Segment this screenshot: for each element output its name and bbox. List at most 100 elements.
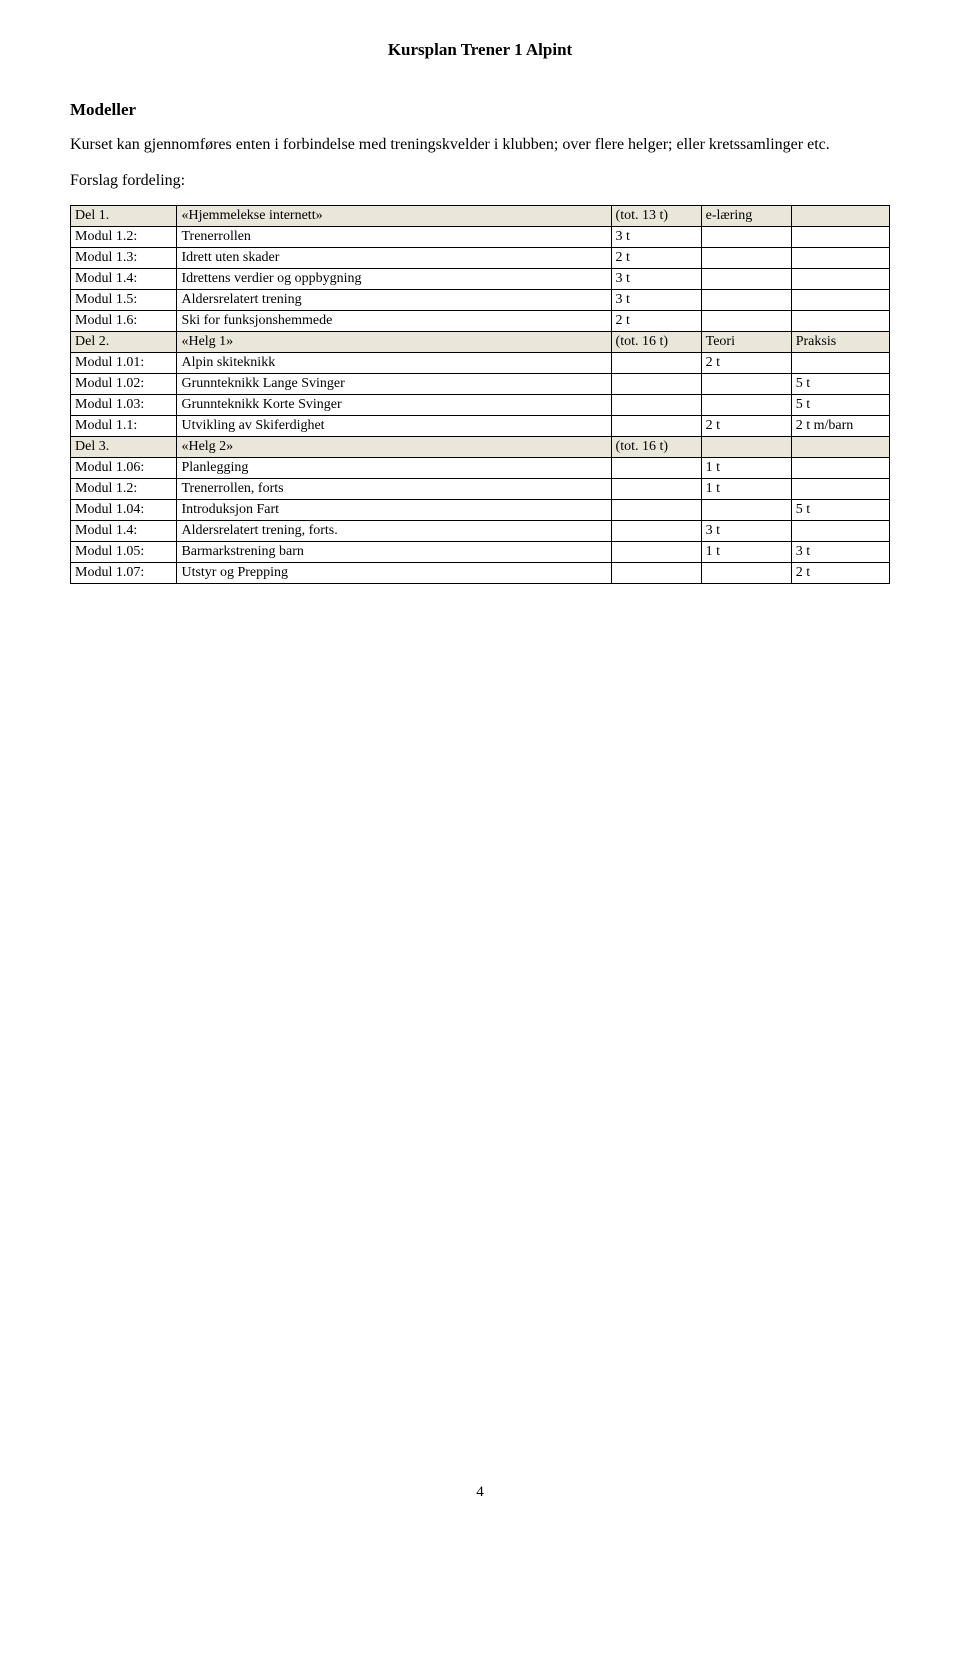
table-cell: Modul 1.6: bbox=[71, 311, 177, 332]
table-cell: e-læring bbox=[701, 206, 791, 227]
table-cell: (tot. 13 t) bbox=[611, 206, 701, 227]
schedule-table: Del 1.«Hjemmelekse internett»(tot. 13 t)… bbox=[70, 205, 890, 584]
table-cell: Teori bbox=[701, 332, 791, 353]
table-cell: 2 t bbox=[611, 248, 701, 269]
table-row: Modul 1.6:Ski for funksjonshemmede2 t bbox=[71, 311, 890, 332]
table-cell: «Helg 2» bbox=[177, 437, 611, 458]
table-row: Modul 1.07:Utstyr og Prepping2 t bbox=[71, 563, 890, 584]
table-cell: «Hjemmelekse internett» bbox=[177, 206, 611, 227]
page-header-title: Kursplan Trener 1 Alpint bbox=[70, 40, 890, 60]
table-cell bbox=[791, 248, 889, 269]
table-cell: 2 t bbox=[791, 563, 889, 584]
table-cell bbox=[701, 500, 791, 521]
table-cell bbox=[611, 458, 701, 479]
table-cell bbox=[791, 353, 889, 374]
table-cell: (tot. 16 t) bbox=[611, 332, 701, 353]
table-cell: 1 t bbox=[701, 542, 791, 563]
table-cell: Modul 1.06: bbox=[71, 458, 177, 479]
table-row: Modul 1.04:Introduksjon Fart 5 t bbox=[71, 500, 890, 521]
table-cell bbox=[701, 395, 791, 416]
table-cell bbox=[791, 521, 889, 542]
table-cell bbox=[611, 479, 701, 500]
table-cell: Trenerrollen, forts bbox=[177, 479, 611, 500]
table-cell: Trenerrollen bbox=[177, 227, 611, 248]
table-cell: 5 t bbox=[791, 500, 889, 521]
table-cell: 3 t bbox=[701, 521, 791, 542]
table-cell: Aldersrelatert trening, forts. bbox=[177, 521, 611, 542]
table-cell bbox=[791, 269, 889, 290]
table-row: Modul 1.2:Trenerrollen, forts 1 t bbox=[71, 479, 890, 500]
table-cell bbox=[701, 248, 791, 269]
table-cell bbox=[611, 416, 701, 437]
table-cell: Modul 1.05: bbox=[71, 542, 177, 563]
table-cell: Modul 1.04: bbox=[71, 500, 177, 521]
table-cell: Del 2. bbox=[71, 332, 177, 353]
table-cell: Del 1. bbox=[71, 206, 177, 227]
table-cell: Modul 1.07: bbox=[71, 563, 177, 584]
table-row: Modul 1.06:Planlegging 1 t bbox=[71, 458, 890, 479]
table-cell: Modul 1.1: bbox=[71, 416, 177, 437]
table-cell: Modul 1.01: bbox=[71, 353, 177, 374]
table-cell bbox=[791, 206, 889, 227]
table-cell bbox=[611, 500, 701, 521]
table-cell: Alpin skiteknikk bbox=[177, 353, 611, 374]
table-cell: 5 t bbox=[791, 395, 889, 416]
table-cell: Modul 1.2: bbox=[71, 227, 177, 248]
table-cell: Introduksjon Fart bbox=[177, 500, 611, 521]
intro-paragraph-1: Kurset kan gjennomføres enten i forbinde… bbox=[70, 134, 890, 156]
table-row: Modul 1.4:Idrettens verdier og oppbygnin… bbox=[71, 269, 890, 290]
table-cell bbox=[791, 479, 889, 500]
table-cell bbox=[791, 437, 889, 458]
table-cell bbox=[611, 374, 701, 395]
table-cell: Modul 1.2: bbox=[71, 479, 177, 500]
table-cell: Utvikling av Skiferdighet bbox=[177, 416, 611, 437]
table-cell: 5 t bbox=[791, 374, 889, 395]
table-cell: Modul 1.4: bbox=[71, 521, 177, 542]
table-cell bbox=[611, 353, 701, 374]
table-row: Modul 1.5:Aldersrelatert trening3 t bbox=[71, 290, 890, 311]
table-cell: Idrett uten skader bbox=[177, 248, 611, 269]
table-cell bbox=[611, 542, 701, 563]
table-cell: 3 t bbox=[611, 269, 701, 290]
table-cell: (tot. 16 t) bbox=[611, 437, 701, 458]
table-cell: Del 3. bbox=[71, 437, 177, 458]
table-row: Modul 1.1:Utvikling av Skiferdighet 2 t2 … bbox=[71, 416, 890, 437]
table-cell: 2 t bbox=[701, 416, 791, 437]
table-cell: 2 t bbox=[611, 311, 701, 332]
table-cell: 2 t m/barn bbox=[791, 416, 889, 437]
table-row: Del 1.«Hjemmelekse internett»(tot. 13 t)… bbox=[71, 206, 890, 227]
table-cell bbox=[611, 395, 701, 416]
table-cell bbox=[701, 269, 791, 290]
table-row: Modul 1.2:Trenerrollen3 t bbox=[71, 227, 890, 248]
section-heading: Modeller bbox=[70, 100, 890, 120]
table-row: Del 3.«Helg 2»(tot. 16 t) bbox=[71, 437, 890, 458]
table-cell bbox=[611, 563, 701, 584]
table-cell: Barmarkstrening barn bbox=[177, 542, 611, 563]
table-cell: Grunnteknikk Lange Svinger bbox=[177, 374, 611, 395]
table-cell: 1 t bbox=[701, 479, 791, 500]
table-row: Modul 1.03:Grunnteknikk Korte Svinger5 t bbox=[71, 395, 890, 416]
table-cell bbox=[701, 374, 791, 395]
table-cell bbox=[791, 458, 889, 479]
table-cell bbox=[791, 227, 889, 248]
table-cell bbox=[701, 290, 791, 311]
table-cell bbox=[701, 563, 791, 584]
table-cell bbox=[701, 311, 791, 332]
table-row: Del 2.«Helg 1»(tot. 16 t)TeoriPraksis bbox=[71, 332, 890, 353]
table-cell: 2 t bbox=[701, 353, 791, 374]
table-cell: «Helg 1» bbox=[177, 332, 611, 353]
intro-paragraph-2: Forslag fordeling: bbox=[70, 170, 890, 192]
table-cell: Aldersrelatert trening bbox=[177, 290, 611, 311]
table-cell bbox=[701, 437, 791, 458]
table-cell: 3 t bbox=[611, 227, 701, 248]
table-cell: Modul 1.03: bbox=[71, 395, 177, 416]
table-cell: 1 t bbox=[701, 458, 791, 479]
table-row: Modul 1.4:Aldersrelatert trening, forts.… bbox=[71, 521, 890, 542]
table-cell: Planlegging bbox=[177, 458, 611, 479]
table-row: Modul 1.02:Grunnteknikk Lange Svinger5 t bbox=[71, 374, 890, 395]
table-cell bbox=[611, 521, 701, 542]
table-cell bbox=[791, 290, 889, 311]
table-cell bbox=[701, 227, 791, 248]
table-cell: Praksis bbox=[791, 332, 889, 353]
table-cell: Ski for funksjonshemmede bbox=[177, 311, 611, 332]
